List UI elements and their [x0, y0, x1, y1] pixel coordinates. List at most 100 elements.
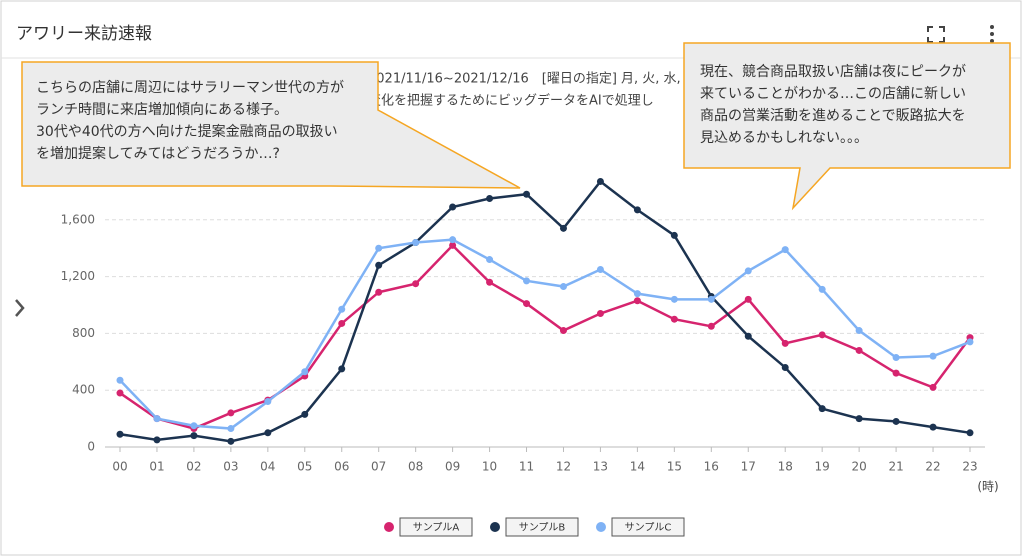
y-tick-label: 800: [72, 326, 95, 340]
data-point: [486, 195, 494, 202]
x-tick-label: 17: [741, 460, 756, 474]
x-tick-label: 07: [371, 460, 386, 474]
data-point: [523, 300, 531, 308]
data-point: [670, 315, 678, 323]
callout-text: 商品の営業活動を進めることで販路拡大を: [700, 108, 966, 124]
legend-marker: [384, 522, 394, 532]
legend-label: サンプルC: [625, 522, 672, 534]
data-point: [412, 239, 420, 247]
data-point: [153, 415, 161, 423]
data-point: [892, 354, 900, 362]
x-tick-label: 06: [334, 460, 349, 474]
header-note: 2021/11/16~2021/12/16 [曜日の指定] 月, 火, 水,: [368, 72, 681, 87]
x-tick-label: 10: [482, 460, 497, 474]
data-point: [781, 363, 789, 371]
x-tick-label: 12: [556, 460, 571, 474]
data-point: [264, 398, 272, 406]
x-tick-label: 20: [851, 460, 866, 474]
data-point: [744, 295, 752, 303]
x-tick-label: 16: [704, 460, 719, 474]
data-point: [338, 319, 346, 327]
data-point: [301, 368, 309, 376]
data-point: [486, 278, 494, 286]
data-point: [966, 429, 974, 437]
data-point: [966, 338, 974, 346]
data-point: [375, 288, 383, 296]
data-point: [670, 295, 678, 303]
data-point: [818, 285, 826, 293]
data-point: [633, 290, 641, 298]
legend-box: [611, 517, 685, 537]
data-point: [855, 346, 863, 354]
data-point: [818, 405, 826, 413]
callout-text: 見込めるかもしれない。。。: [700, 130, 868, 146]
data-point: [338, 365, 346, 373]
data-point: [596, 177, 604, 185]
data-point: [892, 369, 900, 377]
data-point: [633, 297, 641, 305]
data-point: [707, 322, 715, 330]
data-point: [449, 203, 457, 211]
series-line: [119, 238, 971, 430]
data-point: [449, 241, 457, 249]
callout-box: [683, 42, 1011, 211]
data-point: [818, 331, 826, 339]
x-unit-label: (時): [977, 480, 998, 494]
y-tick-label: 0: [87, 440, 95, 454]
data-point: [153, 436, 161, 444]
menu-icon[interactable]: [990, 25, 994, 43]
x-tick-label: 02: [186, 460, 201, 474]
data-point: [375, 261, 383, 269]
data-point: [264, 429, 272, 437]
data-point: [559, 283, 567, 291]
legend-box: [399, 517, 473, 537]
x-tick-label: 13: [593, 460, 608, 474]
data-point: [929, 383, 937, 391]
x-tick-label: 22: [925, 460, 940, 474]
data-point: [855, 415, 863, 423]
x-tick-label: 14: [630, 460, 645, 474]
callout-text: 30代や40代の方へ向けた提案金融商品の取扱い: [36, 123, 338, 140]
x-tick-label: 23: [962, 460, 977, 474]
callout-text: ランチ時間に来店増加傾向にある様子。: [36, 102, 288, 118]
x-tick-label: 08: [408, 460, 423, 474]
data-point: [596, 310, 604, 318]
series-line: [119, 243, 972, 430]
legend-box: [505, 517, 579, 537]
legend-label: サンプルB: [519, 522, 566, 534]
callout-text: を増加提案してみてはどうだろうか…?: [36, 145, 280, 162]
data-point: [523, 277, 531, 285]
data-point: [892, 417, 900, 425]
data-point: [707, 295, 715, 303]
x-tick-label: 01: [149, 460, 164, 474]
x-tick-label: 00: [112, 460, 127, 474]
data-point: [227, 425, 235, 433]
data-point: [855, 327, 863, 335]
callout-text: 現在、競合商品取扱い店舗は夜にピークが: [700, 64, 966, 80]
callout-box: [21, 61, 521, 189]
data-point: [449, 236, 457, 244]
data-point: [301, 410, 309, 418]
data-point: [227, 409, 235, 417]
fullscreen-icon[interactable]: [927, 26, 945, 43]
data-point: [929, 423, 937, 431]
x-tick-label: 09: [445, 460, 460, 474]
data-point: [781, 339, 789, 347]
data-point: [781, 246, 789, 254]
x-tick-label: 05: [297, 460, 312, 474]
data-point: [744, 267, 752, 275]
data-point: [412, 280, 420, 288]
data-point: [338, 305, 346, 313]
card-title: アワリー来訪速報: [16, 24, 152, 44]
y-tick-label: 1,200: [61, 269, 95, 283]
side-expand-arrow[interactable]: [15, 299, 25, 317]
series-line: [119, 179, 971, 443]
x-tick-label: 15: [667, 460, 682, 474]
data-point: [559, 224, 567, 232]
x-tick-label: 18: [778, 460, 793, 474]
data-point: [523, 190, 531, 198]
y-tick-label: 400: [72, 383, 95, 397]
y-tick-label: 1,600: [61, 212, 95, 226]
data-point: [375, 244, 383, 252]
header-note: 変化を把握するためにビッグデータをAIで処理し: [368, 93, 654, 109]
